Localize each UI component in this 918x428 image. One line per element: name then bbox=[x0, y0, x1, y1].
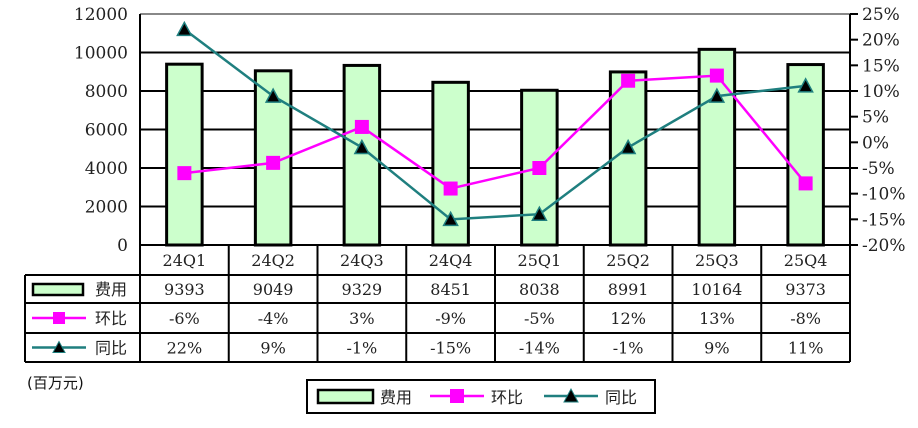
left-axis-tick-label: 0 bbox=[117, 236, 128, 256]
data-label: -5% bbox=[524, 309, 555, 328]
bar-25Q4 bbox=[786, 63, 825, 247]
marker-qoq-25Q3 bbox=[709, 68, 724, 83]
right-axis-tick-label: 20% bbox=[862, 31, 900, 51]
data-label: 9% bbox=[260, 339, 285, 358]
marker-qoq-24Q2 bbox=[266, 155, 281, 170]
legend-label-qoq: 环比 bbox=[491, 388, 523, 407]
data-label: 9393 bbox=[164, 280, 205, 299]
left-axis-tick-label: 4000 bbox=[85, 159, 128, 179]
legend-qoq-marker bbox=[450, 389, 464, 403]
legend-key-triangle bbox=[52, 340, 66, 353]
left-axis-tick-label: 2000 bbox=[85, 198, 128, 218]
data-label: -9% bbox=[435, 309, 466, 328]
line-yoy bbox=[183, 28, 806, 221]
data-label: -1% bbox=[346, 339, 377, 358]
legend-label-cost: 费用 bbox=[380, 388, 412, 407]
data-label: 8451 bbox=[430, 280, 471, 299]
category-label: 25Q1 bbox=[518, 251, 562, 270]
legend-key-bar bbox=[31, 282, 85, 297]
data-label: 22% bbox=[167, 339, 203, 358]
bar-24Q1 bbox=[165, 62, 204, 247]
data-label: 9% bbox=[704, 339, 729, 358]
data-label: 13% bbox=[699, 309, 735, 328]
right-axis-tick-label: 25% bbox=[862, 5, 900, 25]
legend-bar-key bbox=[316, 388, 375, 405]
marker-yoy-25Q3 bbox=[708, 87, 726, 103]
marker-qoq-24Q1 bbox=[177, 166, 192, 181]
marker-qoq-25Q1 bbox=[532, 161, 547, 175]
data-label: -14% bbox=[519, 339, 560, 358]
series-name: 费用 bbox=[95, 280, 127, 299]
left-axis-tick-label: 10000 bbox=[74, 44, 128, 64]
data-label: -1% bbox=[613, 339, 644, 358]
data-label: -15% bbox=[430, 339, 471, 358]
bar-24Q3 bbox=[342, 63, 382, 247]
category-label: 25Q2 bbox=[606, 251, 650, 270]
marker-yoy-25Q1 bbox=[531, 205, 548, 221]
right-axis-tick-label: -20% bbox=[862, 236, 906, 256]
left-axis-tick-label: 8000 bbox=[85, 82, 128, 102]
data-label: 3% bbox=[349, 309, 374, 328]
data-label: 9329 bbox=[342, 280, 383, 299]
data-label: 10164 bbox=[691, 280, 742, 299]
right-axis-tick-label: -5% bbox=[862, 159, 895, 179]
marker-yoy-24Q4 bbox=[442, 210, 459, 227]
marker-yoy-24Q2 bbox=[264, 87, 282, 103]
data-label: 8038 bbox=[519, 280, 560, 299]
bar-25Q2 bbox=[608, 70, 648, 247]
right-axis-tick-label: -10% bbox=[862, 185, 906, 205]
category-label: 25Q3 bbox=[695, 251, 739, 270]
right-axis-tick-label: 15% bbox=[862, 56, 900, 76]
data-label: 9373 bbox=[785, 280, 826, 299]
marker-qoq-25Q2 bbox=[621, 73, 636, 88]
data-label: 9049 bbox=[253, 280, 294, 299]
marker-qoq-24Q3 bbox=[354, 119, 369, 134]
right-axis-tick-label: 10% bbox=[862, 82, 900, 102]
marker-yoy-25Q4 bbox=[797, 77, 814, 93]
data-label: 11% bbox=[788, 339, 824, 358]
data-label: 12% bbox=[610, 309, 646, 328]
data-label: 8991 bbox=[608, 280, 649, 299]
legend-label-yoy: 同比 bbox=[605, 388, 637, 407]
legend-yoy-marker bbox=[563, 387, 579, 403]
left-axis-tick-label: 12000 bbox=[74, 5, 128, 25]
right-axis-tick-label: -15% bbox=[862, 210, 906, 230]
data-label: -6% bbox=[169, 309, 200, 328]
marker-yoy-24Q1 bbox=[176, 20, 193, 37]
marker-yoy-24Q3 bbox=[353, 138, 371, 155]
category-label: 24Q3 bbox=[340, 251, 384, 270]
category-label: 24Q4 bbox=[429, 251, 473, 270]
right-axis-tick-label: 5% bbox=[862, 108, 889, 128]
data-label: -4% bbox=[258, 309, 289, 328]
series-name: 环比 bbox=[95, 309, 127, 328]
category-label: 25Q4 bbox=[784, 251, 828, 270]
marker-yoy-25Q2 bbox=[619, 138, 637, 155]
right-axis-tick-label: 0% bbox=[862, 133, 889, 153]
series-name: 同比 bbox=[95, 339, 127, 358]
legend-key-square bbox=[53, 312, 65, 324]
left-axis-tick-label: 6000 bbox=[85, 121, 128, 141]
category-label: 24Q1 bbox=[163, 251, 207, 270]
marker-qoq-25Q4 bbox=[798, 176, 813, 191]
line-qoq bbox=[184, 74, 807, 190]
marker-qoq-24Q4 bbox=[443, 181, 458, 196]
unit-label: (百万元) bbox=[27, 374, 84, 392]
category-label: 24Q2 bbox=[251, 251, 295, 270]
data-label: -8% bbox=[790, 309, 821, 328]
